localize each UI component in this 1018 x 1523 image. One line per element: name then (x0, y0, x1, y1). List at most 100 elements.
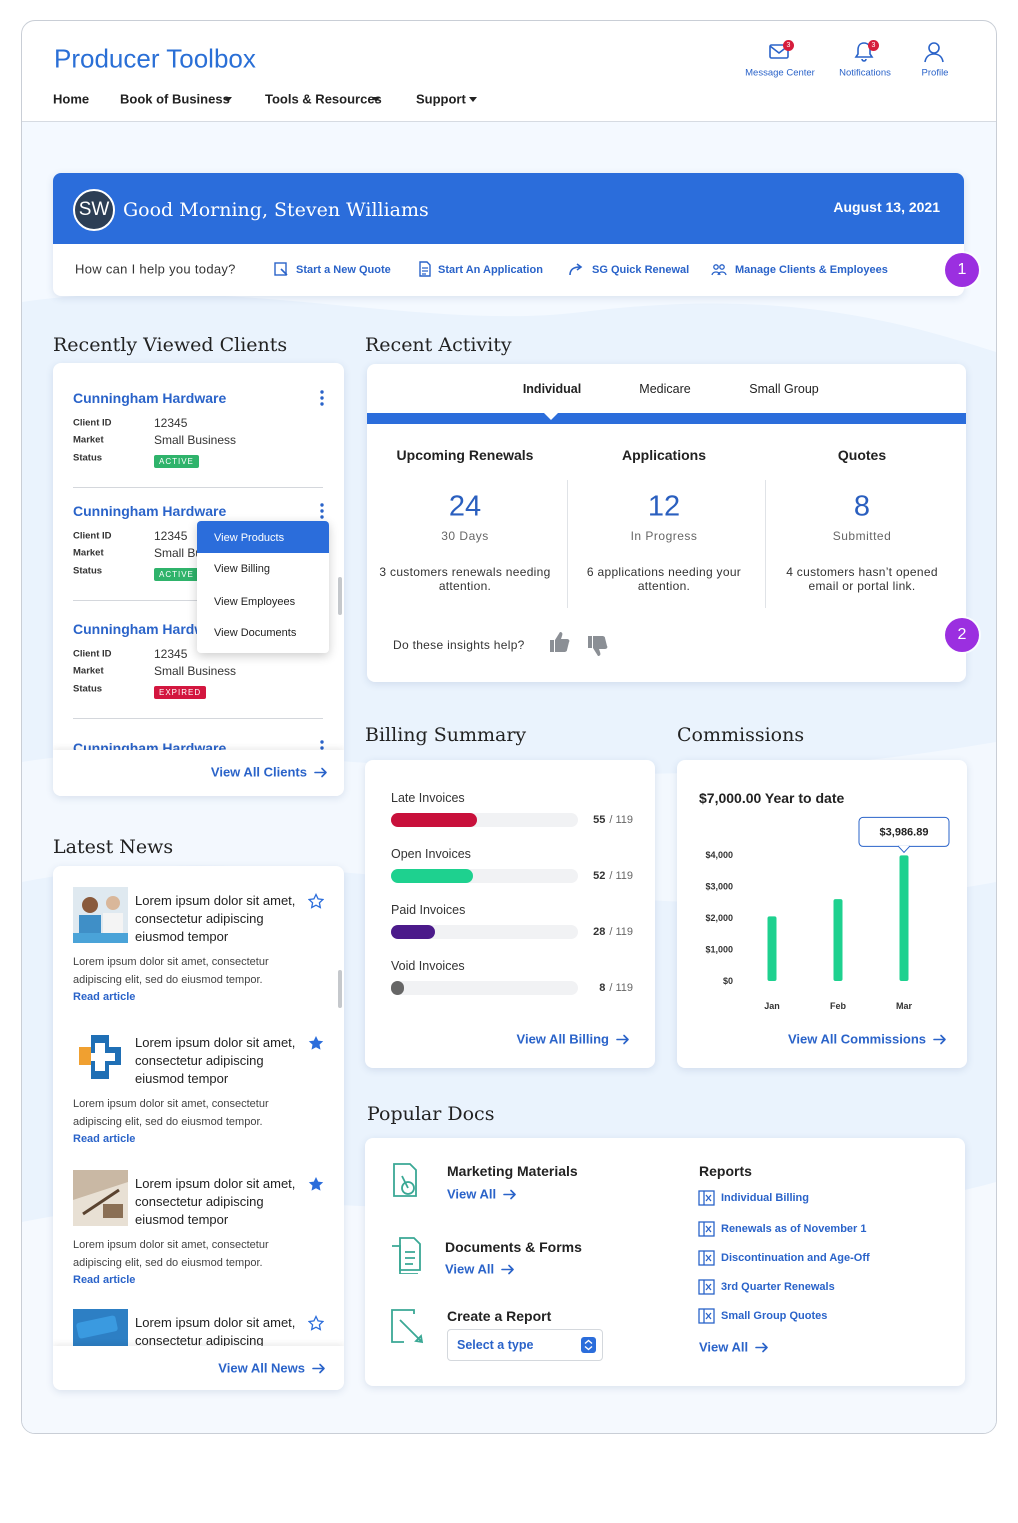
client-name[interactable]: Cunningham Hardware (73, 390, 227, 406)
nav-item[interactable]: Home (53, 91, 90, 107)
section-heading: Commissions (677, 724, 805, 746)
icon (314, 767, 327, 777)
client-id: 12345 (154, 529, 188, 543)
view-all-link[interactable]: View All Commissions (788, 1032, 947, 1047)
nav-item[interactable]: Support (416, 91, 466, 107)
tab[interactable]: Medicare (639, 382, 691, 396)
icon-part (399, 1319, 424, 1344)
greeting: Good Morning, Steven Williams (123, 199, 429, 221)
view-all-link[interactable]: View All (699, 1340, 769, 1355)
docs-card: Marketing Materials View All Documents & F… (365, 1138, 965, 1386)
read-article-link[interactable]: Read article (73, 1133, 136, 1145)
nav-caret (372, 97, 380, 102)
quick-action[interactable]: Manage Clients & Employees (735, 264, 888, 276)
select-placeholder[interactable]: Select a type (457, 1338, 534, 1352)
favorite-star (307, 1314, 325, 1331)
arrow-icon (616, 1033, 630, 1045)
type-select[interactable]: Select a type (447, 1329, 603, 1361)
utility-label[interactable]: Notifications (839, 67, 891, 79)
stat-title: Upcoming Renewals (396, 447, 534, 463)
view-all-link-text[interactable]: View All Commissions (788, 1031, 926, 1047)
view-all-link-text[interactable]: View All News (218, 1360, 305, 1376)
doc-section-title: Marketing Materials (447, 1163, 578, 1179)
report-link[interactable]: Small Group Quotes (721, 1310, 828, 1322)
app-title: Producer Toolbox (54, 43, 256, 74)
doc-section-title: Create a Report (447, 1308, 552, 1324)
nav-item[interactable]: Tools & Resources (265, 91, 382, 107)
quick-action[interactable]: SG Quick Renewal (592, 264, 690, 276)
avatar-initials: SW (78, 199, 110, 220)
count-total: / 119 (609, 870, 633, 882)
client-name[interactable]: Cunningham Hardware (73, 503, 227, 519)
avatar: SW (73, 189, 115, 231)
icon-part (705, 1194, 712, 1202)
icon-part (106, 896, 120, 910)
icon-part (705, 1254, 712, 1262)
report-link[interactable]: Discontinuation and Age-Off (721, 1252, 870, 1264)
utility-icon (923, 41, 945, 63)
icon-part (501, 1264, 514, 1274)
report-icon (698, 1250, 715, 1266)
billing-card: Late Invoices 55/ 119 Open Invoices 52/ 119… (365, 760, 655, 1068)
menu-item[interactable]: View Documents (214, 627, 297, 639)
field-label: Market (73, 547, 104, 559)
stat-note: 6 applications needing your attention. (586, 565, 742, 593)
quick-action[interactable]: Start An Application (438, 264, 543, 276)
news-headline[interactable]: Lorem ipsum dolor sit amet, consectetur … (135, 1035, 296, 1086)
tab[interactable]: Individual (522, 382, 582, 396)
utility-label[interactable]: Profile (921, 67, 949, 79)
icon (312, 1363, 325, 1373)
field-label: Market (73, 434, 104, 446)
notification-badge: 3 (868, 40, 879, 51)
menu-item[interactable]: View Billing (214, 563, 271, 575)
menu-item[interactable]: View Products (214, 532, 285, 544)
quick-action[interactable]: Start a New Quote (296, 264, 391, 276)
icon (616, 1034, 629, 1044)
news-headline[interactable]: Lorem ipsum dolor sit amet, consectetur … (135, 1176, 296, 1227)
arrow-icon (314, 766, 328, 778)
report-link[interactable]: Renewals as of November 1 (721, 1223, 867, 1235)
field-label: Client ID (73, 648, 112, 660)
nav-item[interactable]: Book of Business (120, 91, 230, 107)
x-tick-label: Feb (830, 1001, 847, 1011)
status-text: ACTIVE (159, 457, 194, 466)
report-link[interactable]: Individual Billing (721, 1192, 809, 1204)
read-article-link[interactable]: Read article (73, 1274, 136, 1286)
icon-part (698, 1221, 715, 1237)
invoice-count: 55/ 119 (593, 814, 633, 826)
view-all-link-text[interactable]: View All (699, 1339, 749, 1355)
view-all-link[interactable]: View All Billing (517, 1032, 630, 1047)
stat-value: 12 (647, 490, 681, 523)
view-all-link-text[interactable]: View All Billing (516, 1031, 609, 1047)
menu-item[interactable]: View Employees (214, 596, 296, 608)
view-all-link-text[interactable]: View All (445, 1261, 495, 1277)
news-headline[interactable]: Lorem ipsum dolor sit amet, consectetur … (135, 1315, 296, 1348)
thumbs-up (548, 630, 570, 654)
report-icon (698, 1221, 715, 1237)
count-total: / 119 (609, 982, 633, 994)
icon (320, 390, 324, 406)
view-all-link[interactable]: View All News (218, 1361, 326, 1376)
news-headline[interactable]: Lorem ipsum dolor sit amet, consectetur … (135, 893, 296, 944)
icon-part (698, 1250, 715, 1266)
tab[interactable]: Small Group (749, 382, 819, 396)
client-name[interactable]: Cunningham Hardware (73, 621, 227, 637)
favorite-star (308, 1035, 324, 1051)
bar-fill (391, 925, 435, 939)
report-link[interactable]: 3rd Quarter Renewals (721, 1281, 835, 1293)
icon (307, 1314, 325, 1331)
view-all-link[interactable]: View All (445, 1262, 515, 1277)
icon-part (320, 503, 324, 507)
view-all-link-text[interactable]: View All Clients (210, 764, 307, 780)
utility-label[interactable]: Message Center (745, 67, 815, 79)
view-all-link[interactable]: View All (447, 1187, 517, 1202)
view-all-link-text[interactable]: View All (447, 1186, 497, 1202)
section-heading: Billing Summary (365, 724, 527, 746)
section-heading: Latest News (53, 836, 174, 858)
feedback-prompt: Do these insights help? (393, 638, 525, 652)
view-all-link[interactable]: View All Clients (211, 765, 328, 780)
nav-caret (469, 97, 477, 102)
read-article-link[interactable]: Read article (73, 991, 136, 1003)
doc-section-title: Documents & Forms (445, 1239, 582, 1255)
